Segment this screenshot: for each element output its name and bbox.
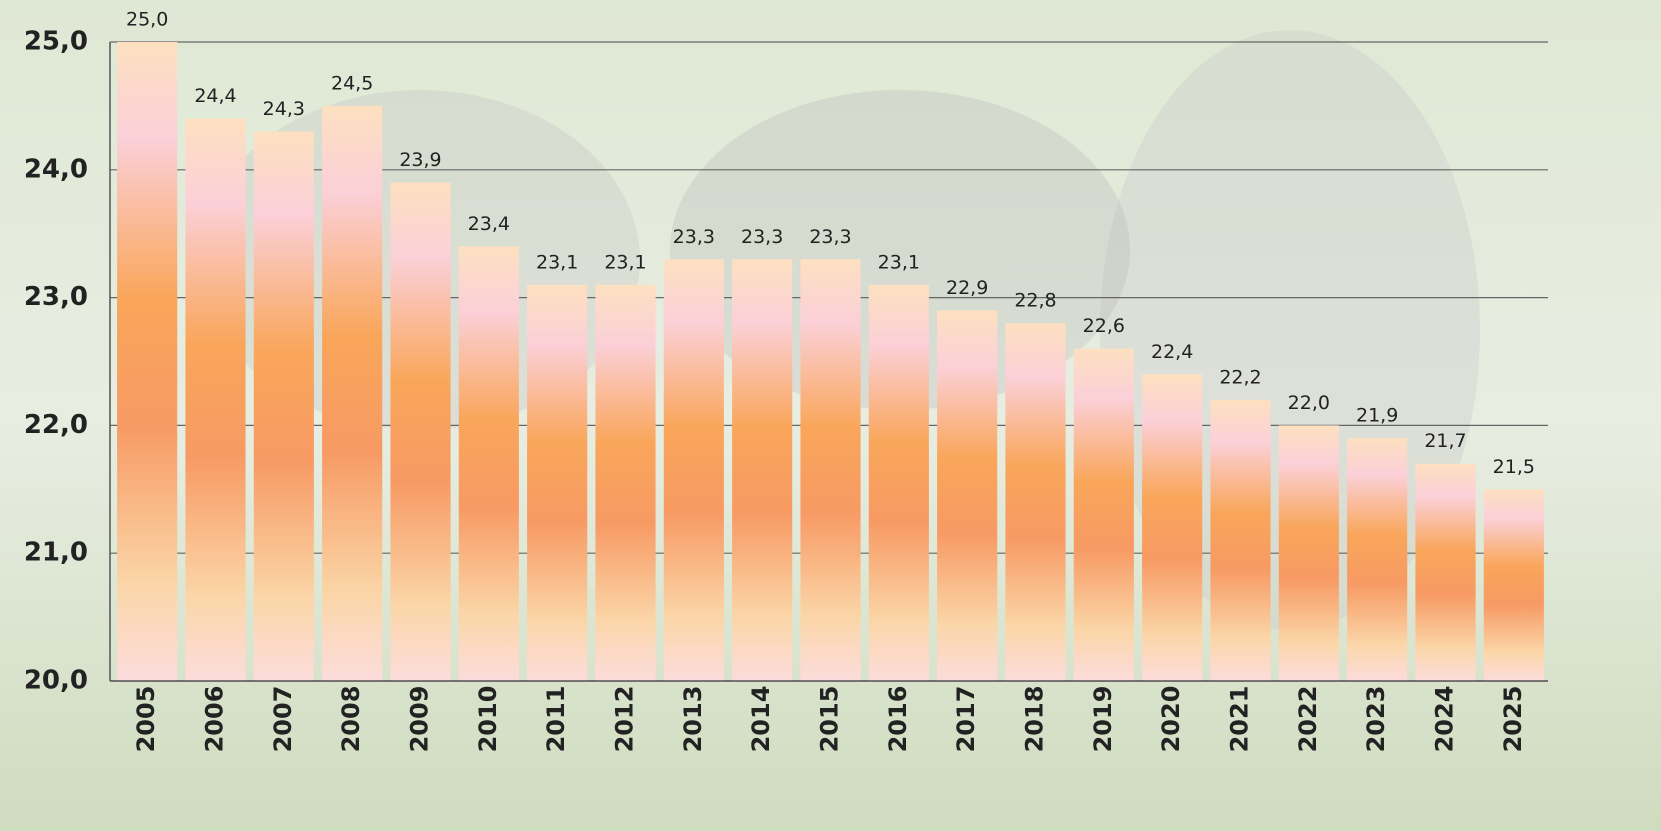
data-label: 22,2 [1219, 366, 1261, 388]
bar [732, 259, 793, 681]
data-label: 21,9 [1356, 405, 1398, 427]
bar [1142, 374, 1203, 681]
data-label: 23,9 [399, 149, 441, 171]
bar [1073, 348, 1134, 681]
bar [390, 182, 451, 681]
x-tick-label: 2017 [952, 686, 980, 753]
x-tick-label: 2010 [474, 686, 502, 753]
bar [1005, 323, 1066, 681]
x-tick-label: 2013 [679, 686, 707, 753]
data-label: 21,5 [1493, 456, 1535, 478]
x-tick-label: 2007 [269, 686, 297, 753]
bar [1210, 399, 1271, 681]
data-label: 22,9 [946, 277, 988, 299]
x-tick-label: 2006 [201, 686, 229, 753]
bar [1347, 438, 1408, 681]
x-tick-label: 2014 [747, 686, 775, 753]
y-tick-label: 21,0 [24, 538, 88, 568]
bar [253, 131, 314, 681]
bar [1483, 489, 1544, 681]
x-tick-label: 2015 [816, 686, 844, 753]
x-tick-label: 2012 [611, 686, 639, 753]
data-label: 24,3 [263, 98, 305, 120]
x-tick-label: 2016 [884, 686, 912, 753]
data-label: 25,0 [126, 9, 168, 31]
bar [868, 284, 929, 681]
data-label: 23,3 [809, 226, 851, 248]
x-tick-label: 2024 [1431, 686, 1459, 753]
bar [1415, 463, 1476, 681]
x-tick-label: 2020 [1157, 686, 1185, 753]
y-tick-label: 24,0 [24, 154, 88, 184]
bar [937, 310, 998, 681]
x-tick-label: 2018 [1021, 686, 1049, 753]
x-tick-label: 2005 [132, 686, 160, 753]
x-tick-label: 2008 [337, 686, 365, 753]
bar [800, 259, 861, 681]
x-tick-label: 2023 [1362, 686, 1390, 753]
y-tick-label: 25,0 [24, 27, 88, 57]
data-label: 22,4 [1151, 341, 1193, 363]
x-tick-label: 2025 [1499, 686, 1527, 753]
bar [527, 284, 588, 681]
x-tick-label: 2011 [542, 686, 570, 753]
data-label: 23,1 [878, 251, 920, 273]
data-label: 23,1 [536, 251, 578, 273]
data-label: 22,0 [1288, 392, 1330, 414]
data-label: 22,8 [1014, 290, 1056, 312]
data-label: 23,4 [468, 213, 510, 235]
bar [1278, 425, 1339, 681]
bar [663, 259, 724, 681]
bar [117, 42, 178, 681]
x-tick-label: 2021 [1226, 686, 1254, 753]
bar [185, 118, 246, 682]
x-tick-label: 2019 [1089, 686, 1117, 753]
data-label: 22,6 [1083, 315, 1125, 337]
data-label: 24,4 [194, 85, 236, 107]
x-tick-label: 2022 [1294, 686, 1322, 753]
data-label: 21,7 [1424, 430, 1466, 452]
bar [458, 246, 519, 682]
data-label: 23,1 [604, 251, 646, 273]
y-tick-label: 22,0 [24, 410, 88, 440]
data-label: 23,3 [673, 226, 715, 248]
bar [322, 105, 383, 681]
x-tick-label: 2009 [406, 686, 434, 753]
y-tick-label: 23,0 [24, 282, 88, 312]
bar [595, 284, 656, 681]
y-tick-label: 20,0 [24, 666, 88, 696]
data-label: 23,3 [741, 226, 783, 248]
data-label: 24,5 [331, 72, 373, 94]
